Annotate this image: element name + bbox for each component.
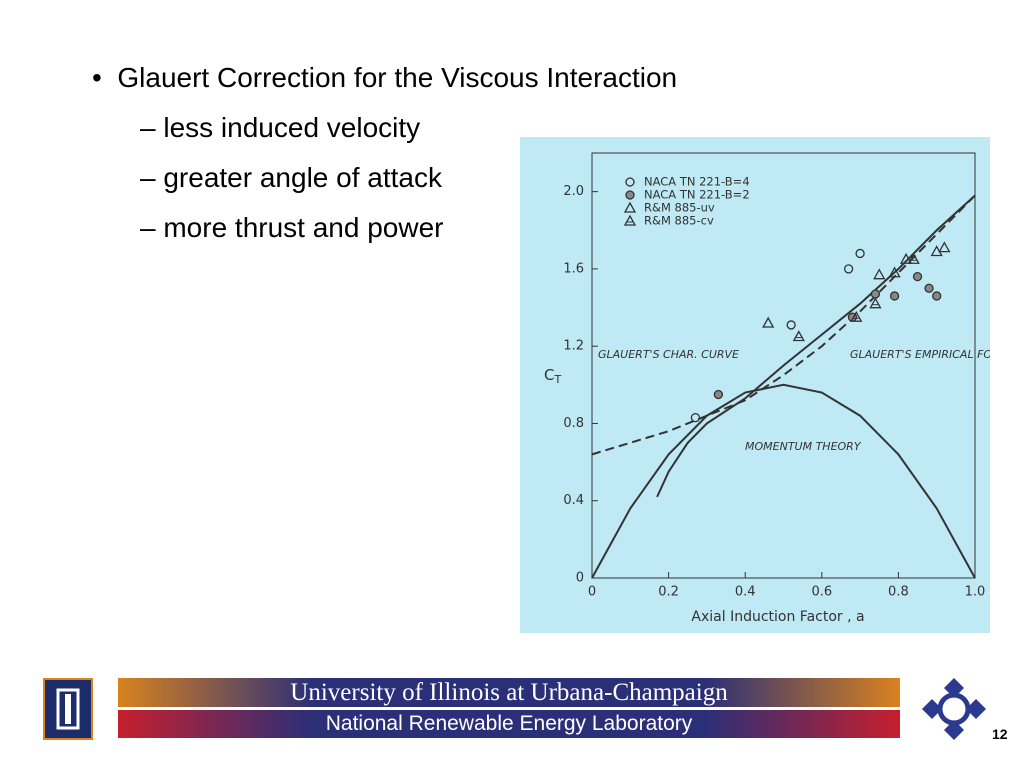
y-tick-label: 1.6 bbox=[563, 261, 584, 276]
point-shape bbox=[792, 330, 805, 342]
footer-subtitle: National Renewable Energy Laboratory bbox=[118, 710, 900, 738]
curve bbox=[591, 194, 976, 456]
x-tick-label: 1.0 bbox=[965, 585, 986, 600]
point-shape bbox=[843, 264, 854, 274]
x-tick-label: 0.2 bbox=[658, 585, 679, 600]
point bbox=[850, 310, 863, 322]
point-shape bbox=[938, 241, 951, 253]
point bbox=[843, 264, 854, 274]
sub-bullet-text: less induced velocity bbox=[163, 112, 421, 143]
point-shape bbox=[713, 389, 724, 400]
legend-marker bbox=[623, 201, 637, 213]
y-tick-label: 0 bbox=[576, 571, 584, 586]
page-number: 12 bbox=[992, 726, 1008, 742]
point-shape bbox=[786, 320, 796, 330]
nrel-logo bbox=[922, 678, 986, 740]
illinois-logo bbox=[43, 678, 93, 740]
point-shape bbox=[924, 283, 934, 293]
x-tick-label: 0.8 bbox=[888, 585, 909, 600]
x-tick-label: 0.6 bbox=[811, 585, 832, 600]
point-shape bbox=[899, 252, 913, 264]
point-shape bbox=[623, 201, 637, 213]
legend-marker bbox=[625, 190, 635, 200]
legend-label: NACA TN 221-B=4 bbox=[644, 175, 750, 189]
point-shape bbox=[625, 190, 635, 200]
plot-frame bbox=[591, 152, 976, 579]
point-shape bbox=[889, 291, 900, 301]
point-shape bbox=[912, 271, 923, 282]
point bbox=[912, 271, 923, 282]
legend-label: R&M 885-cv bbox=[644, 214, 714, 228]
point bbox=[924, 283, 934, 293]
point bbox=[786, 320, 796, 330]
point-shape bbox=[690, 413, 701, 423]
x-label: Axial Induction Factor , a bbox=[691, 609, 864, 625]
annotation: GLAUERT'S EMPIRICAL FORMULA bbox=[850, 348, 990, 361]
point bbox=[869, 297, 882, 309]
legend-marker bbox=[623, 214, 637, 226]
point-shape bbox=[869, 297, 882, 309]
legend-marker bbox=[625, 177, 635, 187]
sub-bullet-text: more thrust and power bbox=[163, 212, 444, 243]
logo-mark bbox=[56, 688, 80, 730]
y-label-sub: T bbox=[553, 373, 561, 386]
point-shape bbox=[850, 310, 863, 322]
point-shape bbox=[762, 316, 775, 328]
point-shape bbox=[888, 266, 901, 278]
point bbox=[870, 289, 881, 299]
y-tick-label: 2.0 bbox=[563, 184, 584, 199]
point bbox=[888, 266, 901, 278]
y-tick-label: 0.8 bbox=[563, 416, 584, 431]
chart-bg bbox=[520, 137, 990, 633]
point bbox=[690, 413, 701, 423]
point-shape bbox=[870, 289, 881, 299]
sub-bullet: – greater angle of attack bbox=[140, 162, 442, 193]
bullet-text: Glauert Correction for the Viscous Inter… bbox=[117, 62, 678, 93]
x-tick-label: 0 bbox=[588, 585, 596, 600]
sub-bullet: – more thrust and power bbox=[140, 212, 444, 243]
x-tick-label: 0.4 bbox=[735, 585, 756, 600]
curve bbox=[591, 383, 976, 579]
point bbox=[932, 291, 942, 301]
annotation: GLAUERT'S CHAR. CURVE bbox=[598, 348, 739, 361]
point bbox=[938, 241, 951, 253]
point bbox=[713, 389, 724, 400]
bullet: • Glauert Correction for the Viscous Int… bbox=[92, 62, 678, 93]
sub-bullet: – less induced velocity bbox=[140, 112, 421, 143]
legend-label: R&M 885-uv bbox=[644, 201, 715, 215]
point-shape bbox=[907, 252, 920, 264]
curve bbox=[656, 194, 976, 498]
annotation: MOMENTUM THEORY bbox=[745, 440, 862, 453]
point-shape bbox=[855, 248, 865, 259]
legend-label: NACA TN 221-B=2 bbox=[644, 188, 750, 202]
point bbox=[899, 252, 913, 264]
point-shape bbox=[873, 268, 886, 280]
y-tick-label: 1.2 bbox=[563, 339, 584, 354]
point bbox=[855, 248, 865, 259]
point bbox=[889, 291, 900, 301]
point bbox=[762, 316, 775, 328]
point bbox=[873, 268, 886, 280]
y-tick-label: 0.4 bbox=[563, 493, 584, 508]
footer-title: University of Illinois at Urbana-Champai… bbox=[118, 678, 900, 707]
y-label: CT bbox=[544, 366, 561, 387]
chart: CT Axial Induction Factor , a 0 0.2 0.4 0.6… bbox=[520, 137, 990, 633]
sub-bullet-text: greater angle of attack bbox=[163, 162, 442, 193]
point-shape bbox=[623, 214, 637, 226]
point bbox=[792, 330, 805, 342]
point bbox=[907, 252, 920, 264]
point-shape bbox=[625, 177, 635, 187]
point-shape bbox=[932, 291, 942, 301]
y-label-main: C bbox=[544, 366, 554, 384]
